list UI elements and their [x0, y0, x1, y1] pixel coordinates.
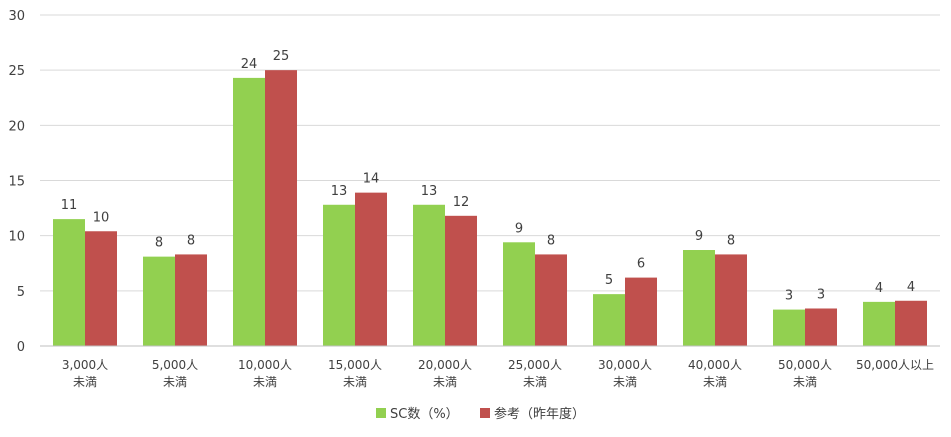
y-tick-label: 10 [8, 230, 25, 245]
x-tick-label: 未満 [703, 375, 727, 389]
x-tick-label: 未満 [793, 375, 817, 389]
legend-label: SC数（%） [390, 407, 459, 422]
data-label: 4 [907, 280, 915, 295]
x-tick-label: 20,000人 [418, 358, 472, 372]
x-tick-label: 10,000人 [238, 358, 292, 372]
x-tick-label: 50,000人 [778, 358, 832, 372]
data-label: 24 [241, 57, 258, 72]
data-label: 14 [363, 172, 380, 187]
data-label: 8 [727, 233, 735, 248]
bar-sc-7 [683, 250, 715, 346]
y-tick-label: 25 [8, 64, 25, 79]
x-tick-label: 未満 [73, 375, 97, 389]
data-label: 4 [875, 281, 883, 296]
y-tick-label: 20 [8, 119, 25, 134]
bar-sc-5 [503, 242, 535, 346]
bar-sc-2 [233, 77, 265, 346]
bar-sc-6 [593, 294, 625, 346]
y-tick-label: 0 [17, 340, 25, 355]
bar-prev-7 [715, 254, 747, 346]
bar-prev-8 [805, 308, 837, 346]
bar-sc-0 [53, 219, 85, 346]
y-tick-label: 30 [8, 9, 25, 24]
bar-prev-3 [355, 192, 387, 346]
legend-swatch [376, 408, 386, 418]
x-tick-label: 50,000人以上 [856, 358, 934, 372]
x-tick-label: 3,000人 [62, 358, 108, 372]
legend: SC数（%） 参考（昨年度） [376, 406, 585, 422]
y-axis: 0 5 10 15 20 25 30 [8, 9, 25, 355]
bar-prev-0 [85, 231, 117, 346]
x-tick-label: 未満 [343, 375, 367, 389]
bar-sc-9 [863, 301, 895, 346]
x-tick-label: 未満 [163, 375, 187, 389]
bar-prev-5 [535, 254, 567, 346]
gridlines [40, 14, 940, 292]
x-axis: 3,000人未満5,000人未満10,000人未満15,000人未満20,000… [62, 358, 934, 389]
data-label: 8 [547, 233, 555, 248]
data-label: 11 [61, 198, 78, 213]
legend-swatch [480, 408, 490, 418]
bar-sc-4 [413, 204, 445, 346]
data-labels: 11 10 8 8 24 25 13 14 13 12 9 8 5 6 9 8 3 3 4 4 [61, 49, 915, 303]
data-label: 3 [817, 287, 825, 302]
bar-prev-1 [175, 254, 207, 346]
x-tick-label: 未満 [433, 375, 457, 389]
bar-sc-1 [143, 256, 175, 346]
x-tick-label: 未満 [523, 375, 547, 389]
data-label: 13 [331, 184, 348, 199]
data-label: 6 [637, 257, 645, 272]
data-label: 13 [421, 184, 438, 199]
y-tick-label: 5 [17, 285, 25, 300]
data-label: 9 [515, 221, 523, 236]
data-label: 25 [273, 49, 290, 64]
bar-prev-4 [445, 215, 477, 346]
y-tick-label: 15 [8, 175, 25, 190]
bar-prev-2 [265, 70, 297, 347]
data-label: 12 [453, 195, 470, 210]
x-tick-label: 未満 [253, 375, 277, 389]
data-label: 3 [785, 289, 793, 304]
bar-sc-8 [773, 309, 805, 346]
data-label: 8 [187, 233, 195, 248]
data-label: 8 [155, 236, 163, 251]
bar-prev-6 [625, 277, 657, 346]
x-tick-label: 30,000人 [598, 358, 652, 372]
x-tick-label: 25,000人 [508, 358, 562, 372]
bar-prev-9 [895, 300, 927, 346]
bars [53, 70, 927, 347]
x-tick-label: 5,000人 [152, 358, 198, 372]
x-tick-label: 15,000人 [328, 358, 382, 372]
data-label: 5 [605, 273, 613, 288]
data-label: 9 [695, 229, 703, 244]
x-tick-label: 40,000人 [688, 358, 742, 372]
x-tick-label: 未満 [613, 375, 637, 389]
bar-sc-3 [323, 204, 355, 346]
legend-label: 参考（昨年度） [494, 406, 585, 422]
data-label: 10 [93, 210, 110, 225]
